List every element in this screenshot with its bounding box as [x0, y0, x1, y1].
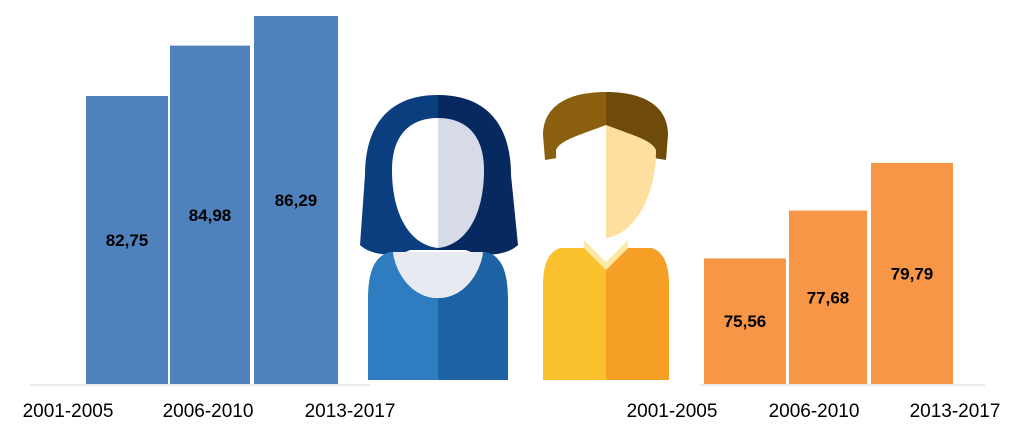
- x-tick-label: 2006-2010: [163, 401, 254, 422]
- man-icon: [543, 92, 669, 380]
- value-label: 77,68: [807, 288, 850, 307]
- x-tick-label: 2001-2005: [627, 401, 718, 422]
- value-label: 86,29: [275, 191, 318, 210]
- woman-icon: [360, 95, 518, 380]
- bar: [254, 16, 338, 384]
- x-tick-label: 2006-2010: [769, 401, 860, 422]
- bar: [704, 258, 786, 384]
- bar: [789, 210, 867, 384]
- value-label: 82,75: [106, 231, 149, 250]
- value-label: 79,79: [891, 264, 934, 283]
- value-label: 75,56: [724, 312, 767, 331]
- value-label: 84,98: [189, 206, 232, 225]
- x-tick-label: 2001-2005: [23, 401, 114, 422]
- x-tick-label: 2013-2017: [305, 401, 396, 422]
- bar: [871, 162, 953, 384]
- bar: [86, 96, 168, 384]
- x-tick-label: 2013-2017: [910, 401, 1001, 422]
- bar: [170, 45, 250, 384]
